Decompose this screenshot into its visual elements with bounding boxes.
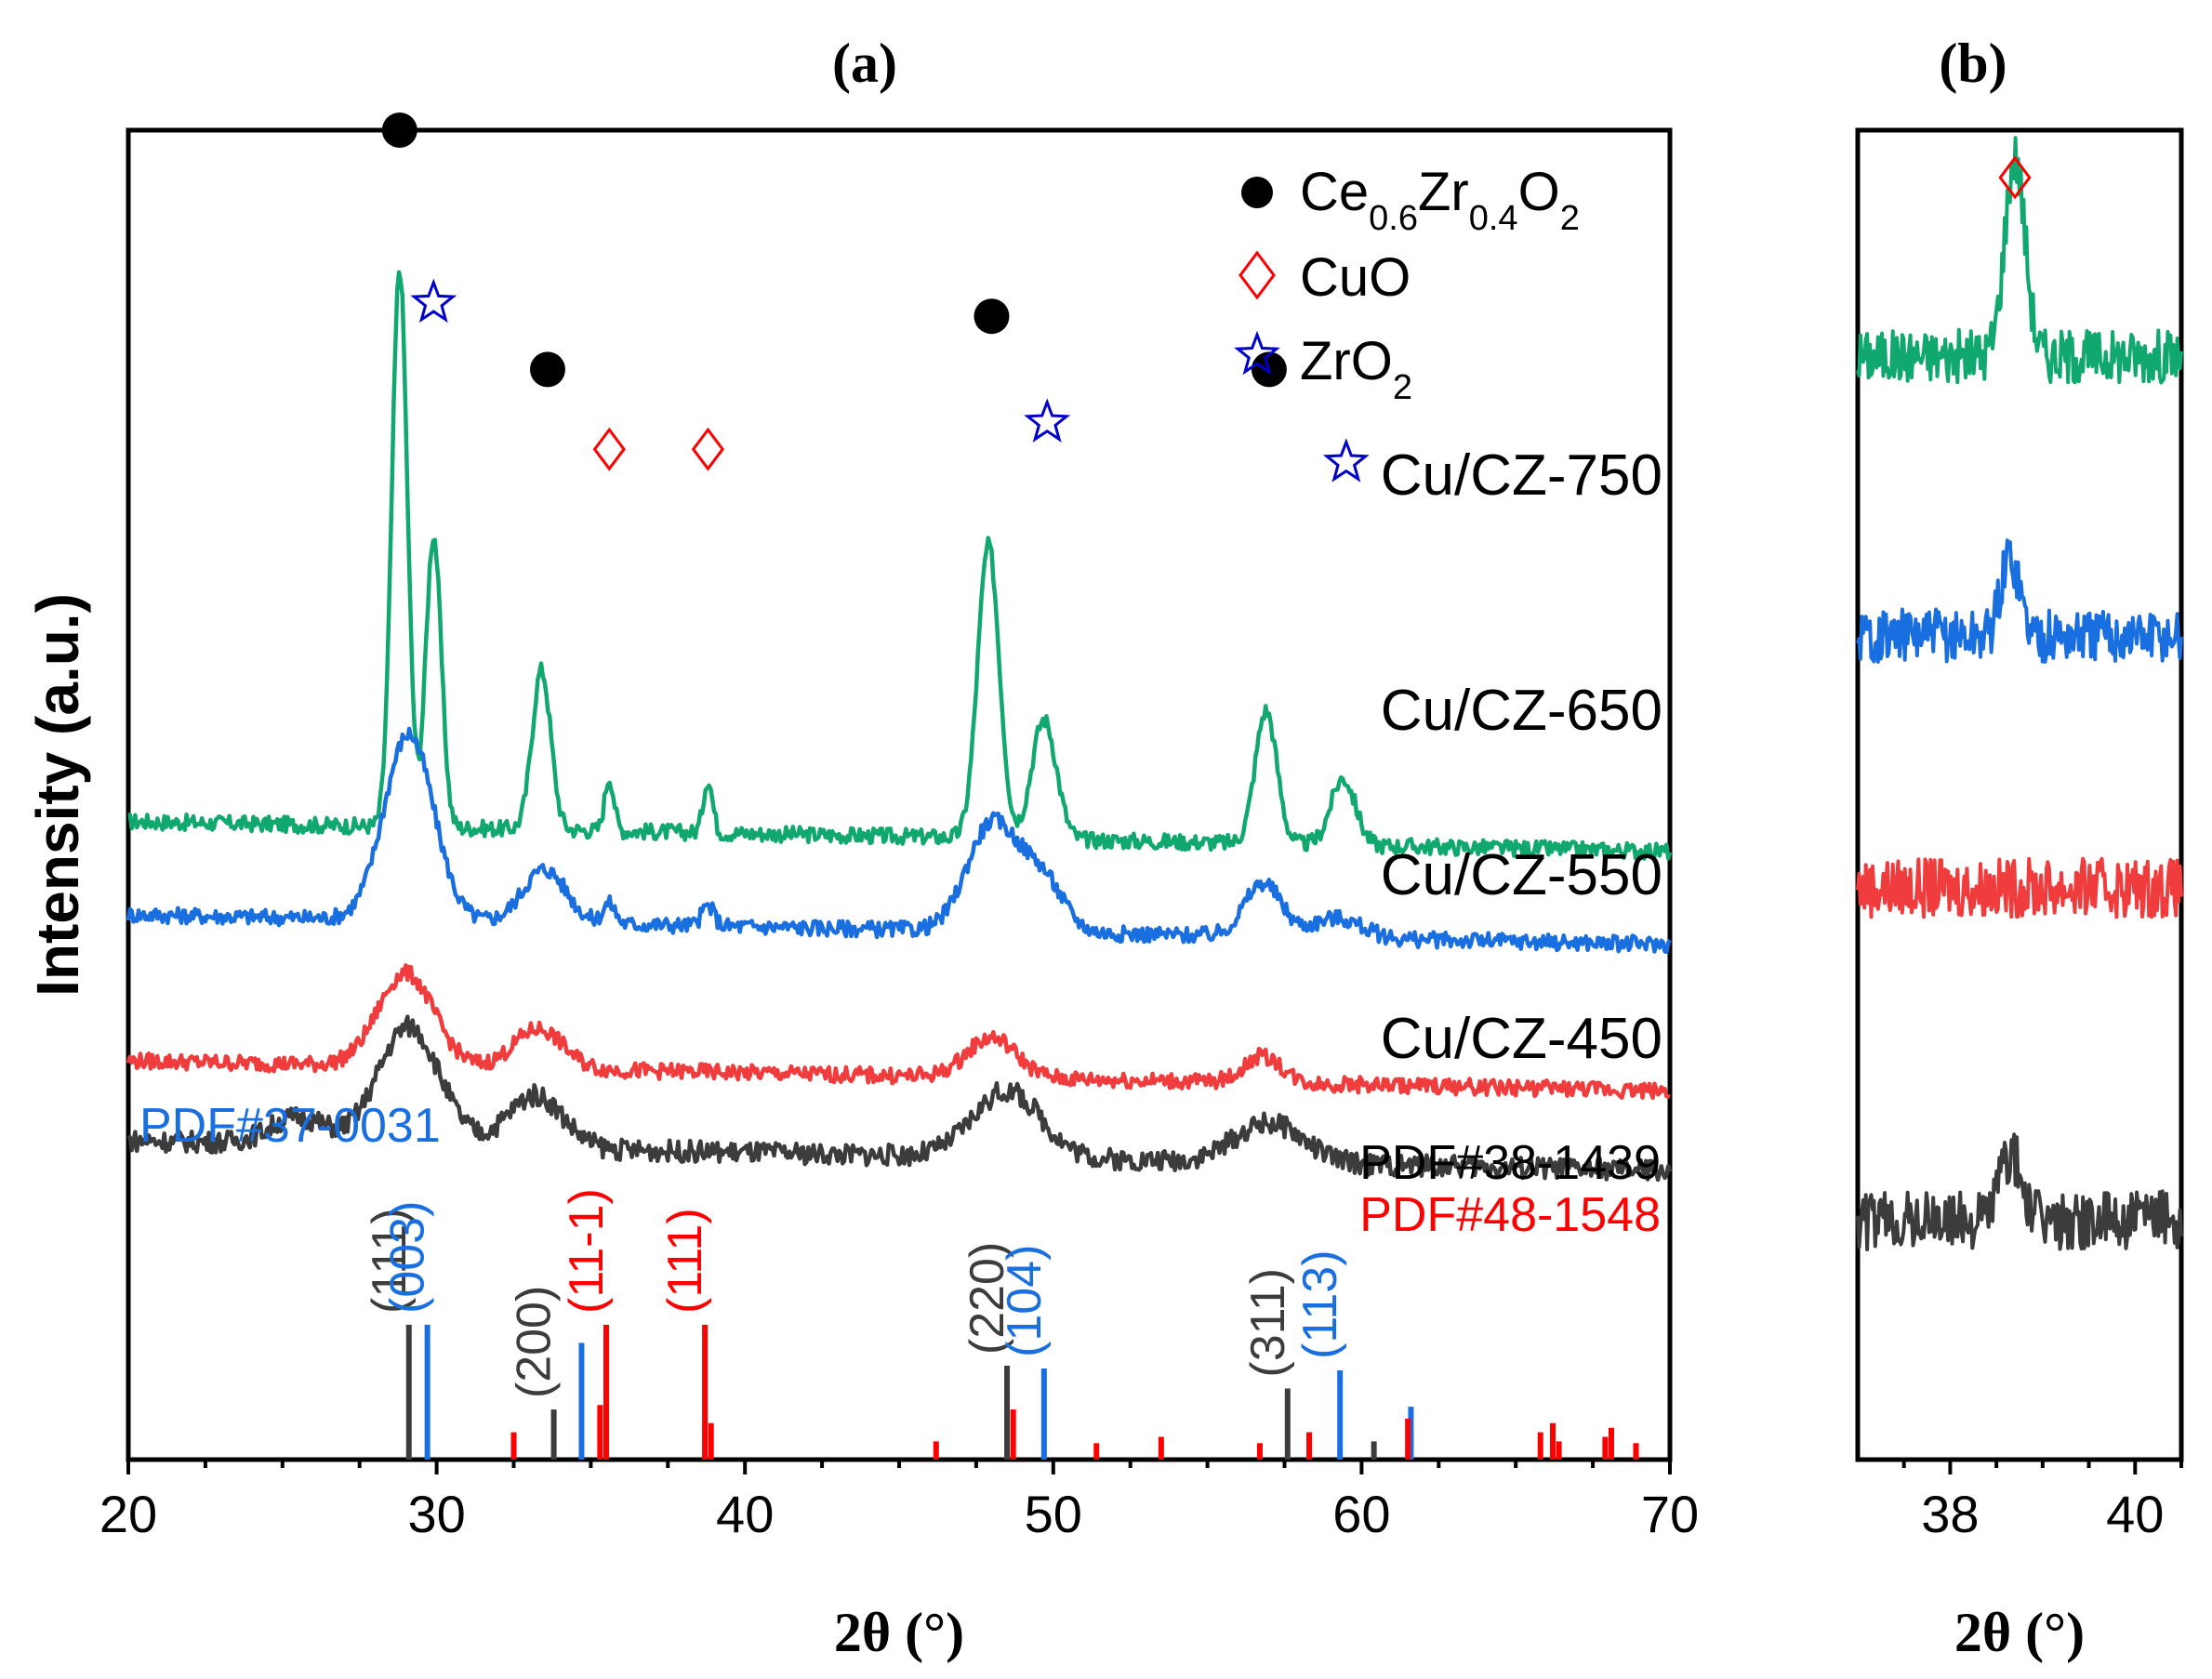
hkl-label: (200): [508, 1286, 562, 1398]
series-cu-cz-550: [126, 963, 1671, 1101]
series-label: Cu/CZ-750: [1381, 443, 1662, 508]
cuo-marker: [592, 427, 626, 471]
legend-label-zro2: ZrO2: [1300, 331, 1412, 407]
zoom-series-cu-cz-750: [1856, 136, 2183, 385]
legend-label-ce-zr-o: Ce0.6Zr0.4O2: [1300, 162, 1580, 238]
zro2-marker: [1024, 398, 1071, 443]
ceria-zirconia-marker: [974, 298, 1010, 335]
legend-star-icon: [1234, 330, 1280, 376]
hkl-label: (104): [998, 1245, 1052, 1357]
x-tick-label: 70: [1641, 1485, 1699, 1543]
panel-a-x-axis-ticks: 20 30 40 50 60 70: [99, 1460, 1699, 1543]
zoom-x-tick-label: 38: [1921, 1485, 1979, 1543]
pdf-37-0031-label: PDF#37-0031: [139, 1099, 441, 1153]
panel-a-title: (a): [832, 33, 897, 94]
ceria-zirconia-marker: [529, 351, 565, 388]
series-cu-cz-750: [127, 270, 1673, 861]
x-tick-label: 50: [1025, 1485, 1082, 1543]
zro2-marker: [1322, 438, 1370, 483]
x-tick-label: 20: [99, 1485, 157, 1543]
panel-a-hkl-labels: (111) (200) (220) (311) (003) (104) (113) (11-1…: [363, 1188, 1347, 1398]
zoom-series-cu-cz-450: [1856, 1132, 2183, 1251]
panel-b-peak-markers: [1998, 155, 2032, 200]
ceria-zirconia-marker: [381, 112, 417, 148]
panel-b-x-axis-ticks: 38 40: [1901, 1460, 2183, 1543]
x-tick-label: 30: [407, 1485, 465, 1543]
hkl-label: (220): [960, 1242, 1014, 1355]
hkl-label: (111): [363, 1208, 417, 1314]
hkl-label: (111): [658, 1208, 712, 1314]
x-tick-label: 40: [716, 1485, 774, 1543]
panel-b-frame: [1855, 127, 2184, 1462]
hkl-label: (113): [1293, 1249, 1347, 1359]
panel-a-reference-lines: [405, 1324, 1639, 1460]
hkl-label: (311): [1241, 1268, 1295, 1378]
legend-circle-icon: [1241, 177, 1273, 208]
panel-a-y-axis-label: Intensity (a.u.): [24, 593, 91, 997]
legend-label-cuo: CuO: [1300, 247, 1411, 308]
series-cu-cz-650: [126, 726, 1672, 955]
legend: Ce0.6Zr0.4O2 CuO ZrO2: [1234, 162, 1580, 407]
panel-b-series: [1856, 136, 2183, 1251]
zro2-marker: [410, 278, 457, 324]
hkl-label: (003): [381, 1201, 435, 1314]
panel-a-x-axis-label: 2θ (°): [834, 1602, 964, 1663]
legend-diamond-icon: [1238, 250, 1276, 300]
series-label: Cu/CZ-550: [1381, 843, 1662, 907]
series-label: Cu/CZ-650: [1381, 679, 1662, 743]
panel-a-frame: [126, 127, 1673, 1462]
cuo-marker: [691, 427, 725, 471]
panel-a-series-labels: Cu/CZ-750 Cu/CZ-650 Cu/CZ-550 Cu/CZ-450: [1381, 443, 1662, 1071]
panel-b-title: (b): [1939, 33, 2007, 94]
hkl-label: (11-1): [560, 1188, 614, 1314]
panel-a-peak-markers: [381, 112, 1370, 483]
x-tick-label: 60: [1332, 1485, 1390, 1543]
zoom-x-tick-label: 40: [2106, 1485, 2164, 1543]
panel-a-series: [126, 270, 1673, 1183]
zoom-series-cu-cz-650: [1856, 538, 2183, 664]
pdf-48-1548-label: PDF#48-1548: [1359, 1188, 1661, 1242]
panel-b-x-axis-label: 2θ (°): [1954, 1602, 2085, 1663]
zoom-series-cu-cz-550: [1856, 856, 2183, 919]
series-label: Cu/CZ-450: [1381, 1007, 1662, 1071]
pdf-38-1439-label: PDF#38-1439: [1359, 1136, 1661, 1190]
zoom-cuo-marker: [1998, 155, 2032, 200]
series-cu-cz-450: [126, 1014, 1673, 1183]
